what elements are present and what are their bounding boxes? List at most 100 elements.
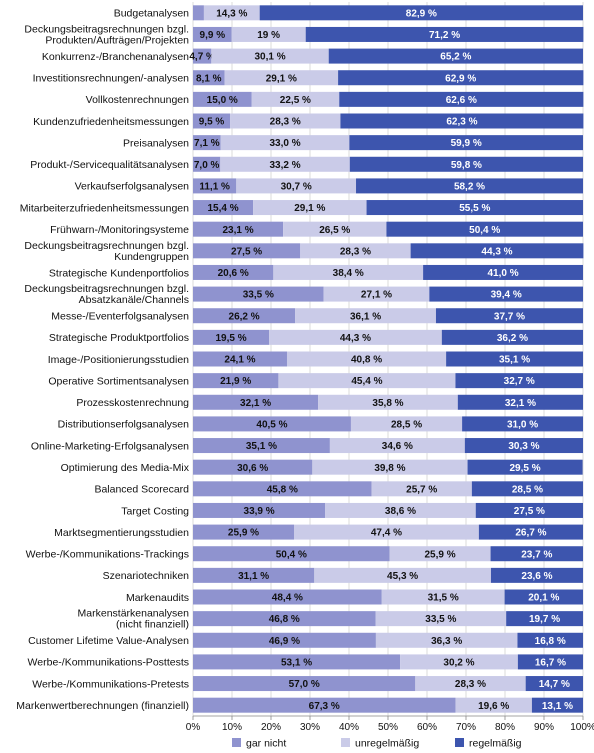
data-label: 62,3 % <box>446 117 477 128</box>
data-label: 44,3 % <box>481 246 512 257</box>
bar-segment <box>531 697 583 713</box>
bar-segment <box>312 459 468 475</box>
data-label: 47,4 % <box>371 528 402 539</box>
bar-segment <box>462 416 583 432</box>
category-label: Deckungsbeitragsrechnungen bzgl. Absatzka… <box>24 283 189 306</box>
bar-segment <box>193 676 416 692</box>
data-label: 59,9 % <box>451 138 482 149</box>
category-label: Deckungsbeitragsrechnungen bzgl. Produkte… <box>24 23 189 46</box>
data-label: 19,6 % <box>478 701 509 712</box>
bar-segment <box>193 286 324 302</box>
data-label: 33,0 % <box>269 138 300 149</box>
bar-segment <box>193 502 326 518</box>
data-label: 37,7 % <box>494 311 525 322</box>
bar-segment <box>193 264 274 280</box>
data-label: 13,1 % <box>542 701 573 712</box>
bar-segment <box>269 329 442 345</box>
data-label: 27,5 % <box>231 246 262 257</box>
x-axis: 0% 10% 20% 30% 40% 50% 60% 70% 80% 90% 100% <box>186 715 594 733</box>
bar-segment <box>193 611 376 627</box>
data-label: 26,5 % <box>319 225 350 236</box>
data-label: 31,1 % <box>238 571 269 582</box>
bar-segment <box>339 91 584 107</box>
bar-segment <box>193 632 376 648</box>
data-label: 45,8 % <box>267 484 298 495</box>
category-label: Online-Marketing-Erfolgsanalysen <box>31 440 189 452</box>
data-label: 30,7 % <box>281 182 312 193</box>
data-label: 28,5 % <box>391 420 422 431</box>
data-label: 41,0 % <box>487 268 518 279</box>
x-tick-label: 80% <box>495 722 515 733</box>
bar-segment <box>193 589 382 605</box>
data-label: 23,7 % <box>521 549 552 560</box>
bar-segment <box>253 200 367 216</box>
category-label: Strategische Kundenportfolios <box>49 267 189 279</box>
bar-segment <box>193 351 287 367</box>
bar-segment <box>375 611 507 627</box>
legend-swatch <box>341 738 350 747</box>
bar-segment <box>410 243 584 259</box>
data-label: 36,3 % <box>431 636 462 647</box>
category-label: Prozesskostenrechnung <box>76 397 189 409</box>
data-label: 45,4 % <box>351 376 382 387</box>
bar-segment <box>193 221 284 237</box>
bar-segment <box>457 394 583 410</box>
data-label: 33,2 % <box>269 160 300 171</box>
category-label: Markenwertberechnungen (finanziell) <box>16 700 189 712</box>
bar-segment <box>211 48 329 64</box>
data-label: 32,7 % <box>504 376 535 387</box>
bar-segment <box>259 5 583 21</box>
bar-segment <box>305 26 584 42</box>
bar-segment <box>193 70 225 86</box>
x-tick-label: 60% <box>417 722 437 733</box>
legend: gar nicht unregelmäßig regelmäßig <box>232 738 522 750</box>
bar-segment <box>323 286 430 302</box>
bar-segment <box>429 286 583 302</box>
x-tick-label: 100% <box>570 722 594 733</box>
category-label: Image-/Positionierungsstudien <box>48 354 189 366</box>
data-label: 46,9 % <box>269 636 300 647</box>
bar-segment <box>251 91 340 107</box>
bar-segment <box>478 524 583 540</box>
x-tick-label: 90% <box>534 722 554 733</box>
data-label: 40,5 % <box>256 420 287 431</box>
data-label: 15,0 % <box>207 95 238 106</box>
data-label: 26,7 % <box>515 528 546 539</box>
data-label: 14,7 % <box>539 679 570 690</box>
bar-segment <box>381 589 505 605</box>
category-label: Markenaudits <box>126 592 189 604</box>
bar-segment <box>517 632 583 648</box>
legend-label: unregelmäßig <box>355 738 419 750</box>
category-label: Mitarbeiterzufriedenheitsmessungen <box>20 202 189 214</box>
data-label: 35,1 % <box>499 355 530 366</box>
data-label: 20,1 % <box>528 593 559 604</box>
bar-segment <box>467 459 583 475</box>
data-label: 28,5 % <box>512 484 543 495</box>
data-label: 40,8 % <box>351 355 382 366</box>
bar-segment <box>471 481 583 497</box>
data-label: 27,1 % <box>361 290 392 301</box>
data-label: 30,3 % <box>508 441 539 452</box>
category-label-line: Deckungsbeitragsrechnungen bzgl. <box>24 23 189 35</box>
data-label: 19,5 % <box>215 333 246 344</box>
bar-segment <box>328 48 583 64</box>
data-label: 23,1 % <box>222 225 253 236</box>
bar-segment <box>464 438 583 454</box>
bar-segment <box>441 329 583 345</box>
legend-swatch <box>455 738 464 747</box>
x-tick-label: 40% <box>339 722 359 733</box>
bar-segment <box>236 178 357 194</box>
data-label: 58,2 % <box>454 182 485 193</box>
bar-segment <box>193 5 204 21</box>
category-label: Szenariotechniken <box>103 570 190 582</box>
bar-segment <box>490 546 583 562</box>
bar-segment <box>193 373 279 389</box>
bar-segment <box>504 589 583 605</box>
data-label: 23,6 % <box>521 571 552 582</box>
bar-segment <box>325 502 476 518</box>
data-label: 25,9 % <box>424 549 455 560</box>
category-label: Budgetanalysen <box>114 8 189 20</box>
category-label: Optimierung des Media-Mix <box>61 462 190 474</box>
category-label: Konkurrenz-/Branchenanalysen <box>42 51 189 63</box>
bar-segment <box>193 459 313 475</box>
